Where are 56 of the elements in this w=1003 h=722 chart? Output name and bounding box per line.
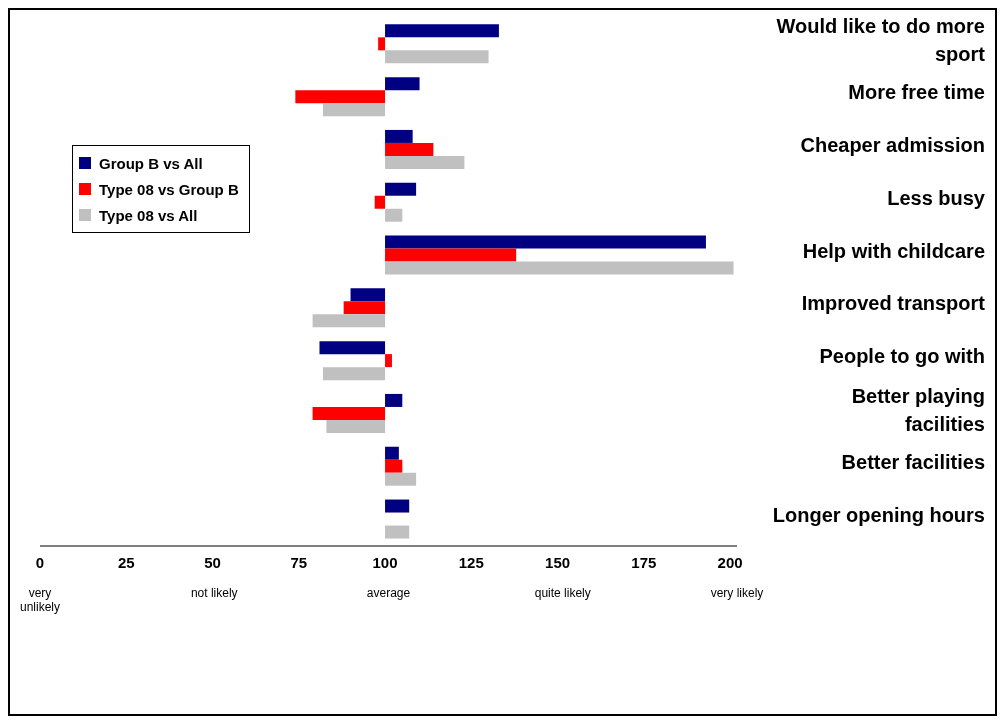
text: very unlikely bbox=[19, 586, 61, 614]
text: not likely bbox=[189, 586, 239, 602]
y-tick-label: Less busy bbox=[887, 186, 986, 209]
text: very likely bbox=[709, 586, 765, 602]
y-tick-label: People to go with bbox=[819, 345, 985, 368]
bar bbox=[385, 459, 403, 473]
y-tick-label: Better facilities bbox=[841, 450, 985, 473]
text: quite likely bbox=[533, 586, 592, 602]
bar bbox=[385, 182, 417, 196]
bar bbox=[322, 367, 386, 381]
bar bbox=[295, 90, 386, 104]
bar bbox=[385, 446, 399, 460]
bar bbox=[385, 499, 410, 513]
bar bbox=[385, 248, 517, 262]
bar bbox=[385, 354, 392, 368]
y-tick-label: Improved transport bbox=[801, 292, 986, 315]
y-tick-label: Would like to do more sport bbox=[776, 15, 986, 66]
y-tick-label: Better playing facilities bbox=[851, 385, 985, 435]
bar bbox=[385, 50, 489, 64]
y-tick-label: Help with childcare bbox=[802, 239, 985, 262]
bar bbox=[378, 37, 386, 51]
bar bbox=[385, 208, 403, 222]
bar bbox=[385, 129, 413, 143]
bar bbox=[385, 155, 465, 169]
x-tick-label: 150 bbox=[545, 554, 571, 571]
y-tick-label: More free time bbox=[848, 81, 985, 104]
x-tick-label: 75 bbox=[290, 554, 308, 571]
legend-label: Group B vs All bbox=[99, 154, 203, 172]
x-tick-label: 200 bbox=[717, 554, 743, 571]
bar bbox=[385, 235, 706, 249]
bar bbox=[374, 195, 386, 209]
legend-label: Type 08 vs Group B bbox=[99, 180, 239, 198]
bar bbox=[385, 525, 410, 539]
bar bbox=[385, 261, 734, 275]
bar bbox=[350, 288, 386, 302]
y-tick-label: Longer opening hours bbox=[772, 503, 985, 526]
bar bbox=[326, 419, 386, 433]
bar bbox=[385, 24, 499, 38]
bar bbox=[385, 472, 417, 486]
legend-label: Type 08 vs All bbox=[99, 206, 198, 224]
x-tick-label: 125 bbox=[458, 554, 484, 571]
bar bbox=[385, 393, 403, 407]
x-tick-label: 0 bbox=[35, 554, 45, 571]
bar bbox=[312, 314, 386, 328]
bar bbox=[385, 77, 420, 91]
bar bbox=[385, 142, 434, 156]
bar bbox=[312, 406, 386, 420]
x-tick-label: 25 bbox=[117, 554, 135, 571]
bar bbox=[343, 301, 386, 315]
x-tick-label: 175 bbox=[631, 554, 657, 571]
y-tick-label: Cheaper admission bbox=[800, 134, 985, 156]
x-tick-label: 50 bbox=[204, 554, 221, 571]
x-tick-label: 100 bbox=[372, 554, 398, 571]
text: average bbox=[365, 586, 412, 602]
bar bbox=[322, 103, 386, 117]
bar bbox=[319, 341, 386, 355]
